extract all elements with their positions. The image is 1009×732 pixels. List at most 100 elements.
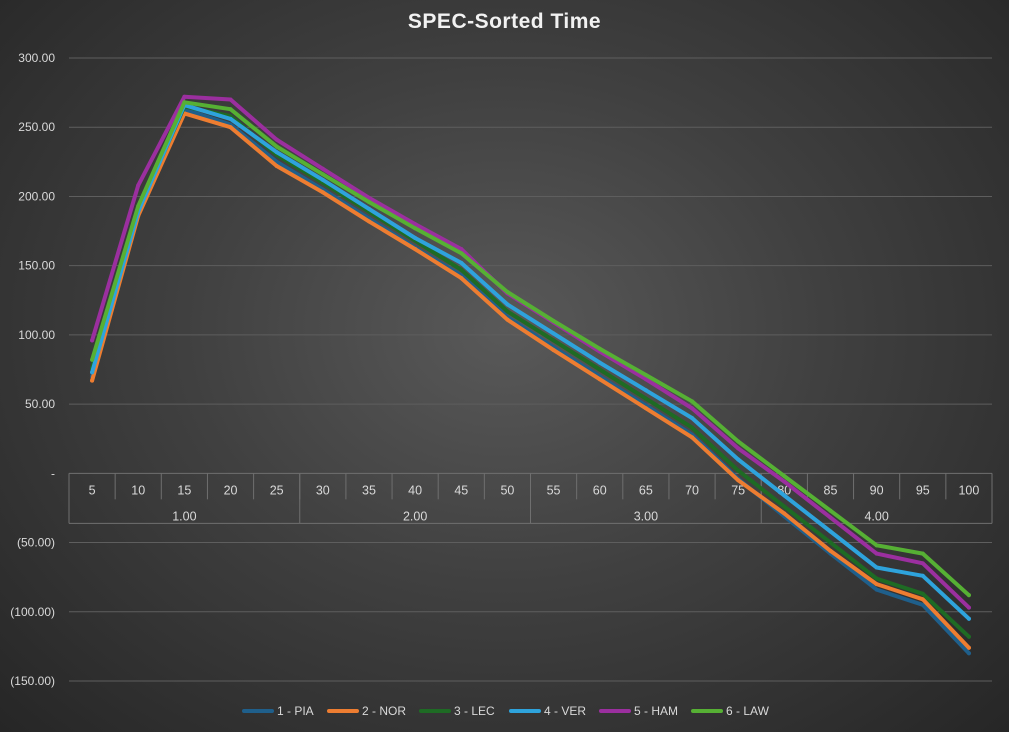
data-point [551, 319, 556, 324]
y-tick-label: (50.00) [17, 536, 55, 550]
series-line-5 [90, 94, 971, 610]
data-point [459, 247, 464, 252]
data-point [90, 378, 95, 383]
x-tick-label: 65 [639, 483, 653, 497]
data-point [736, 468, 741, 473]
data-point [828, 548, 833, 553]
data-point [920, 573, 925, 578]
data-point [874, 582, 879, 587]
data-point [690, 406, 695, 411]
data-point [874, 551, 879, 556]
x-tick-label: 15 [177, 483, 191, 497]
data-point [690, 435, 695, 440]
x-group-label: 3.00 [634, 509, 658, 523]
data-point [597, 346, 602, 351]
legend-label: 6 - LAW [726, 704, 770, 718]
data-point [966, 593, 971, 598]
data-point [643, 388, 648, 393]
data-point [228, 125, 233, 130]
data-point [920, 561, 925, 566]
data-point [828, 508, 833, 513]
y-tick-label: (150.00) [10, 674, 55, 688]
x-tick-label: 55 [547, 483, 561, 497]
data-point [459, 276, 464, 281]
legend-label: 3 - LEC [454, 704, 495, 718]
data-point [459, 260, 464, 265]
x-tick-label: 60 [593, 483, 607, 497]
data-point [505, 289, 510, 294]
data-point [966, 645, 971, 650]
x-group-label: 1.00 [172, 509, 196, 523]
y-tick-label: - [51, 466, 55, 480]
data-point [505, 302, 510, 307]
x-tick-label: 95 [916, 483, 930, 497]
data-point [366, 219, 371, 224]
y-tick-label: 250.00 [18, 120, 55, 134]
data-point [413, 247, 418, 252]
data-point [966, 616, 971, 621]
data-point [136, 204, 141, 209]
data-point [874, 576, 879, 581]
x-tick-label: 20 [224, 483, 238, 497]
x-tick-label: 90 [870, 483, 884, 497]
data-point [228, 97, 233, 102]
data-point [320, 172, 325, 177]
data-point [551, 348, 556, 353]
data-point [505, 309, 510, 314]
data-point [274, 150, 279, 155]
x-group-label: 4.00 [864, 509, 888, 523]
data-point [597, 377, 602, 382]
data-point [597, 360, 602, 365]
legend-label: 4 - VER [544, 704, 586, 718]
data-point [228, 107, 233, 112]
x-tick-label: 50 [500, 483, 514, 497]
legend-label: 2 - NOR [362, 704, 406, 718]
data-point [690, 425, 695, 430]
data-point [413, 222, 418, 227]
data-point [828, 529, 833, 534]
data-point [966, 651, 971, 656]
data-point [413, 235, 418, 240]
data-point [90, 370, 95, 375]
data-point [505, 317, 510, 322]
y-tick-label: 150.00 [18, 259, 55, 273]
data-point [459, 251, 464, 256]
data-point [920, 597, 925, 602]
x-tick-label: 25 [270, 483, 284, 497]
data-point [643, 406, 648, 411]
x-tick-label: 70 [685, 483, 699, 497]
y-tick-label: 200.00 [18, 189, 55, 203]
x-tick-label: 45 [454, 483, 468, 497]
data-point [90, 338, 95, 343]
data-point [274, 144, 279, 149]
data-point [966, 605, 971, 610]
y-tick-label: 50.00 [25, 397, 55, 411]
data-point [690, 399, 695, 404]
data-point [828, 540, 833, 545]
x-tick-label: 75 [731, 483, 745, 497]
data-point [320, 177, 325, 182]
data-point [90, 357, 95, 362]
x-tick-label: 5 [89, 483, 96, 497]
data-point [736, 478, 741, 483]
data-point [136, 183, 141, 188]
data-point [320, 166, 325, 171]
data-point [643, 373, 648, 378]
data-point [736, 457, 741, 462]
data-point [782, 504, 787, 509]
data-point [366, 195, 371, 200]
data-point [828, 515, 833, 520]
data-point [597, 367, 602, 372]
data-point [274, 163, 279, 168]
chart-title: SPEC-Sorted Time [407, 10, 602, 33]
data-point [736, 446, 741, 451]
data-point [182, 94, 187, 99]
legend-label: 5 - HAM [634, 704, 678, 718]
data-point [643, 396, 648, 401]
data-point [690, 415, 695, 420]
x-group-label: 2.00 [403, 509, 427, 523]
data-point [736, 439, 741, 444]
data-point [874, 565, 879, 570]
